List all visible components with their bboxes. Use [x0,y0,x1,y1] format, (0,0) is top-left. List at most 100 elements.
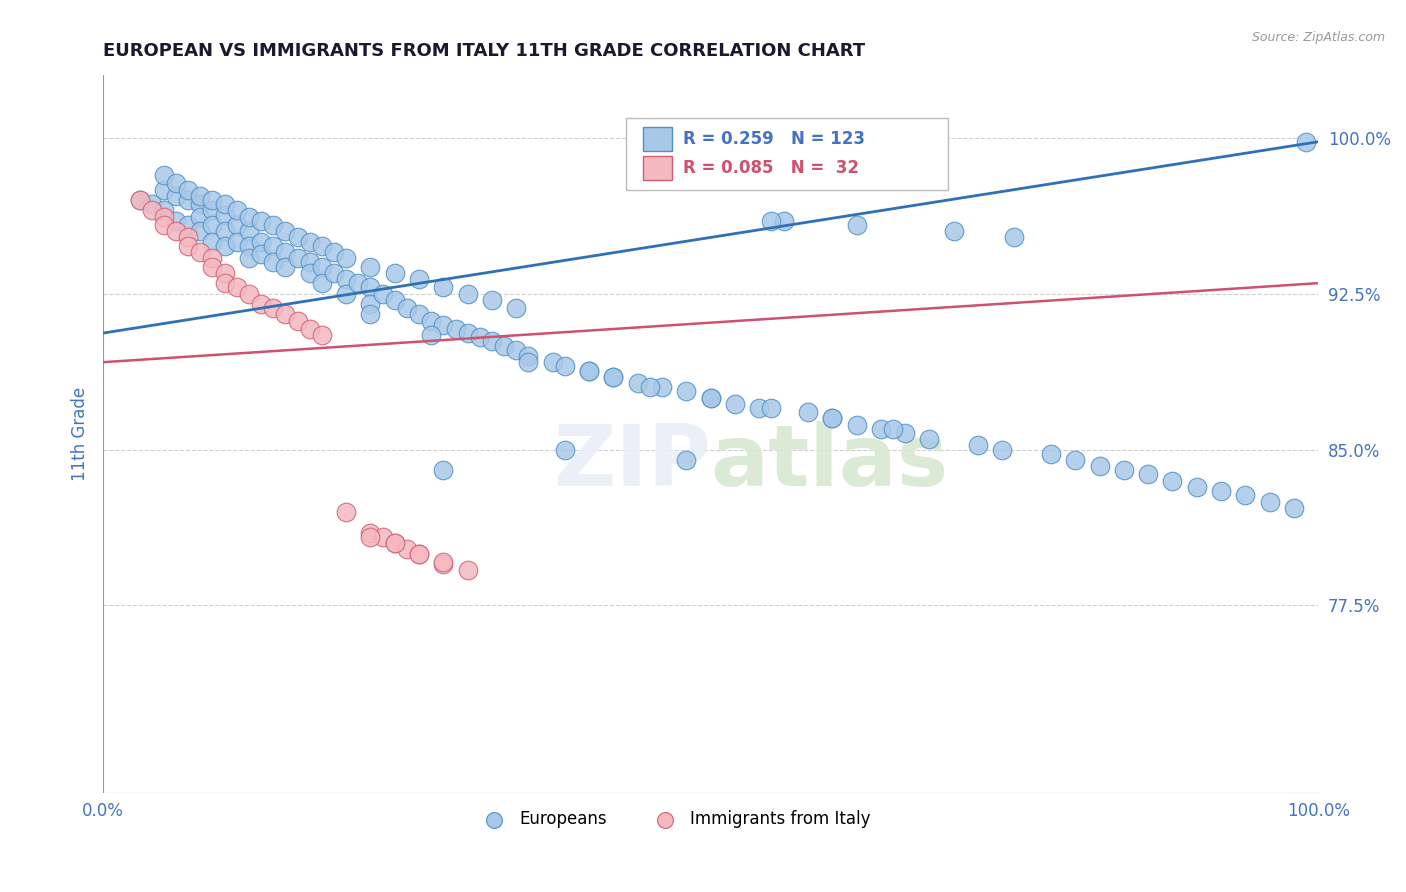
Point [699,391,721,405]
Point [1258,494,1281,508]
Point [311,276,333,290]
Point [432,318,454,332]
Point [165,189,187,203]
Point [311,238,333,252]
Point [298,255,321,269]
Point [1282,500,1305,515]
Point [274,244,297,259]
Point [225,235,247,249]
Point [554,359,576,374]
Point [201,218,224,232]
Point [188,189,211,203]
Point [238,238,260,252]
Point [869,422,891,436]
Point [1234,488,1257,502]
Text: atlas: atlas [710,421,949,504]
FancyBboxPatch shape [643,155,672,180]
Point [141,197,163,211]
Point [1064,453,1087,467]
Point [967,438,990,452]
Point [432,280,454,294]
Point [384,536,406,550]
Point [201,203,224,218]
Point [201,193,224,207]
Point [262,238,284,252]
Point [214,224,236,238]
Point [1088,459,1111,474]
Point [225,218,247,232]
Point [225,280,247,294]
Point [262,218,284,232]
Point [481,334,503,349]
Point [311,328,333,343]
Point [1137,467,1160,482]
Point [188,210,211,224]
Point [675,453,697,467]
Point [384,266,406,280]
Point [335,272,357,286]
Point [274,307,297,321]
Point [287,251,309,265]
Point [359,530,381,544]
Text: Source: ZipAtlas.com: Source: ZipAtlas.com [1251,31,1385,45]
Point [408,272,430,286]
Point [554,442,576,457]
Point [699,391,721,405]
Point [188,244,211,259]
Point [225,203,247,218]
Point [457,326,479,340]
Point [262,301,284,315]
Point [1039,447,1062,461]
Point [153,168,176,182]
Point [188,224,211,238]
Point [201,235,224,249]
Point [894,425,917,440]
Point [821,411,844,425]
Point [821,411,844,425]
Point [761,401,783,415]
Point [444,322,467,336]
Point [347,276,370,290]
Point [761,214,783,228]
Point [238,224,260,238]
Point [214,197,236,211]
Point [432,555,454,569]
Point [602,369,624,384]
Point [918,432,941,446]
Point [494,338,516,352]
Point [359,525,381,540]
Point [214,238,236,252]
Point [188,197,211,211]
Point [153,218,176,232]
Point [1004,230,1026,244]
Point [638,380,661,394]
Point [335,251,357,265]
Point [177,238,200,252]
Point [1185,480,1208,494]
Text: ZIP: ZIP [553,421,710,504]
Point [384,536,406,550]
Point [432,463,454,477]
Point [1209,484,1232,499]
Point [214,266,236,280]
Point [432,557,454,571]
Point [201,251,224,265]
Point [408,547,430,561]
Point [748,401,770,415]
Point [1161,474,1184,488]
Point [128,193,150,207]
Point [359,307,381,321]
Point [311,260,333,274]
Point [262,255,284,269]
Legend: Europeans, Immigrants from Italy: Europeans, Immigrants from Italy [471,803,877,835]
Point [177,183,200,197]
Point [675,384,697,399]
Point [468,330,491,344]
Point [214,276,236,290]
FancyBboxPatch shape [643,127,672,152]
Point [384,293,406,307]
Point [201,260,224,274]
Point [250,214,273,228]
Point [517,355,540,369]
Point [298,266,321,280]
